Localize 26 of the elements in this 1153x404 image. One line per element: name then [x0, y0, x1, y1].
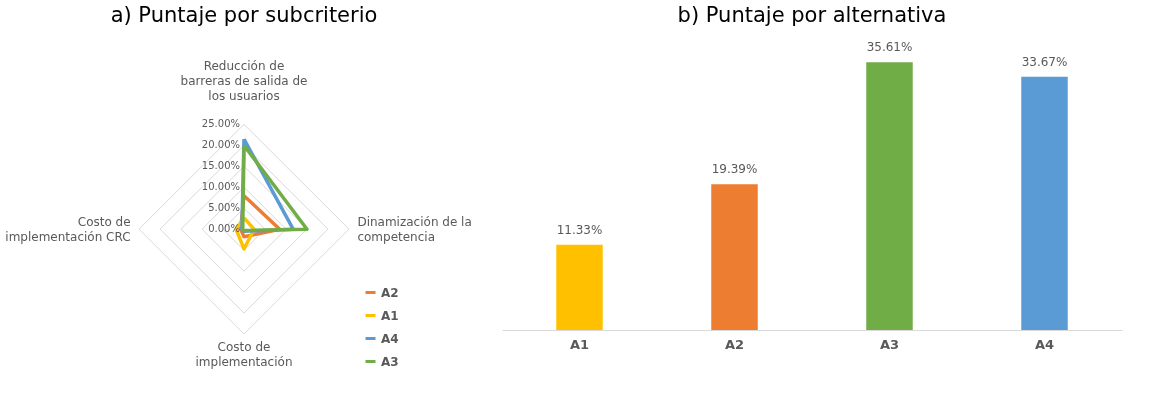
bar: [556, 244, 603, 330]
x-tick-label: A3: [879, 336, 900, 352]
bar: [866, 62, 913, 330]
x-tick-label: A1: [569, 336, 590, 352]
spoke-label: Costo de implementación: [195, 340, 293, 370]
y-tick-label: 10.00%: [201, 181, 240, 193]
chart-title: a) Puntaje por subcriterio: [110, 3, 378, 27]
data-label: 35.61%: [866, 40, 913, 55]
y-tick-label: 15.00%: [201, 160, 240, 172]
legend-label: A1: [381, 308, 399, 323]
legend-label: A2: [381, 285, 399, 300]
y-tick-label: 20.00%: [201, 139, 240, 151]
data-label: 19.39%: [711, 162, 758, 177]
spoke-label: Dinamización de la competencia: [357, 214, 472, 244]
y-tick-label: 5.00%: [208, 202, 240, 214]
x-tick-label: A2: [724, 336, 745, 352]
spoke-label: Costo de implementación CRC: [5, 214, 131, 244]
bar: [1021, 76, 1068, 330]
chart-title: b) Puntaje por alternativa: [677, 3, 947, 27]
legend-label: A3: [381, 354, 399, 369]
bar: [711, 184, 758, 330]
y-tick-label: 25.00%: [201, 118, 240, 130]
x-tick-label: A4: [1034, 336, 1055, 352]
spoke-label: Reducción de barreras de salida de los usuarios: [180, 59, 308, 104]
data-label: 11.33%: [556, 222, 603, 237]
data-label: 33.67%: [1021, 54, 1068, 69]
